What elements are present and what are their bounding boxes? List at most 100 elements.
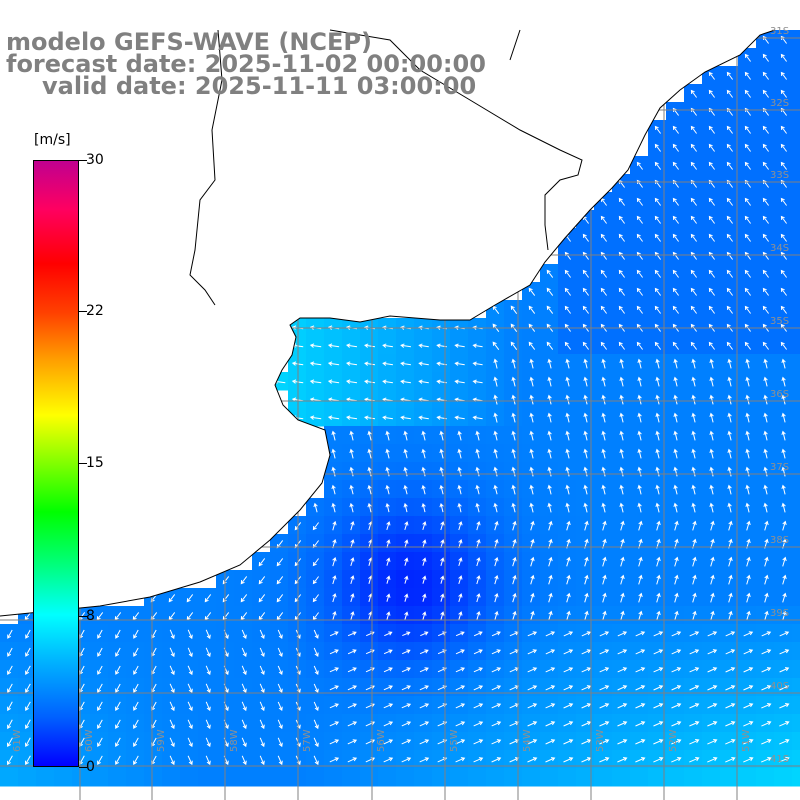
wind-speed-cell [504,642,523,661]
wind-arrow [653,685,664,691]
wind-speed-cell [144,678,163,697]
wind-arrow [727,430,732,441]
wind-arrow [564,269,572,278]
wind-arrow [654,197,662,206]
wind-speed-cell [720,516,739,535]
wind-speed-cell [486,750,505,769]
wind-speed-cell [126,642,145,661]
wind-arrow [546,305,554,314]
wind-arrow [638,520,643,531]
wind-arrow [400,361,411,366]
wind-speed-cell [594,354,613,373]
wind-speed-cell [576,552,595,571]
wind-speed-cell [720,696,739,715]
wind-speed-cell [486,462,505,481]
wind-speed-cell [324,624,343,643]
border-line [189,29,223,306]
wind-speed-cell [792,390,800,409]
wind-arrow [350,611,355,621]
wind-speed-cell [360,606,379,625]
wind-arrow [653,703,664,709]
wind-speed-cell [720,390,739,409]
wind-speed-cell [666,714,685,733]
wind-speed-cell [774,714,793,733]
wind-arrow [205,647,211,658]
wind-arrow [385,448,390,459]
latitude-label: 40S [770,681,790,692]
wind-arrow [133,647,139,657]
wind-speed-cell [702,714,721,733]
wind-speed-cell [234,570,253,589]
wind-speed-cell [756,750,775,769]
wind-speed-cell [738,444,757,463]
wind-arrow [780,161,788,170]
wind-speed-cell [576,570,595,589]
wind-speed-cell [648,714,667,733]
wind-arrow [259,755,265,766]
wind-arrow [601,448,606,459]
wind-arrow [762,233,770,242]
wind-speed-cell [648,570,667,589]
wind-arrow [727,358,732,369]
wind-speed-cell [486,714,505,733]
wind-speed-cell [612,480,631,499]
wind-speed-cell [630,480,649,499]
wind-arrow [690,143,698,152]
wind-arrow [565,412,570,423]
wind-arrow [332,520,337,531]
wind-arrow [422,611,427,620]
wind-speed-cell [630,408,649,427]
wind-arrow [583,376,588,387]
wind-speed-cell [738,570,757,589]
wind-arrow [602,610,607,621]
wind-arrow [349,502,354,513]
wind-speed-cell [324,714,343,733]
wind-arrow [655,502,660,513]
wind-speed-cell [576,372,595,391]
wind-arrow [709,484,714,495]
wind-speed-cell [540,732,559,751]
wind-speed-cell [756,678,775,697]
wind-arrow [312,522,320,531]
wind-arrow [761,685,772,691]
wind-speed-cell [468,516,487,535]
wind-arrow [169,701,175,712]
wind-arrow [583,484,588,495]
wind-arrow [673,412,678,423]
wind-arrow [563,757,574,763]
wind-speed-cell [576,750,595,769]
wind-speed-cell [108,624,127,643]
wind-arrow [7,629,13,639]
wind-speed-cell [540,750,559,769]
wind-arrow [781,358,786,369]
wind-arrow [313,755,319,766]
wind-speed-cell [504,354,523,373]
wind-arrow [708,143,716,152]
wind-speed-cell [450,696,469,715]
wind-speed-cell [486,588,505,607]
wind-arrow [563,649,574,655]
wind-arrow [529,358,534,369]
wind-arrow [743,757,754,763]
wind-speed-cell [540,768,559,787]
wind-arrow [781,394,786,405]
wind-arrow [709,466,714,477]
wind-speed-cell [630,696,649,715]
wind-arrow [565,430,570,441]
wind-arrow [674,574,679,585]
wind-speed-cell [594,372,613,391]
wind-speed-cell [522,444,541,463]
wind-arrow [383,667,393,673]
wind-arrow [565,484,570,495]
wind-arrow [277,755,283,766]
wind-speed-cell [18,678,37,697]
wind-speed-cell [684,642,703,661]
wind-speed-cell [792,372,800,391]
wind-speed-cell [360,714,379,733]
wind-arrow [780,305,788,314]
wind-arrow [708,197,716,206]
wind-speed-cell [630,606,649,625]
wind-arrow [472,361,483,366]
wind-arrow [726,215,734,224]
wind-speed-cell [540,372,559,391]
